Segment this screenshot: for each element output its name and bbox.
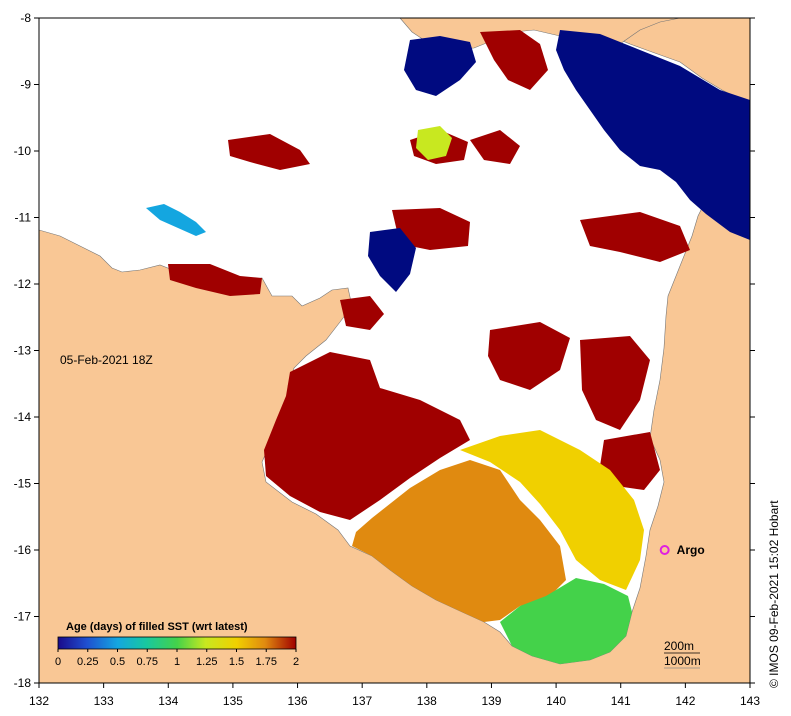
y-tick-label: -18 xyxy=(14,676,32,690)
x-tick-label: 141 xyxy=(611,694,631,708)
depth-200m-label: 200m xyxy=(664,639,694,653)
colorbar-tick-label: 1.75 xyxy=(256,656,277,668)
credit-label: © IMOS 09-Feb-2021 15:02 Hobart xyxy=(767,500,781,688)
x-tick-label: 135 xyxy=(223,694,243,708)
depth-legend: 200m 1000m xyxy=(664,639,701,669)
age-0-regions xyxy=(368,30,750,292)
colorbar-tick-label: 2 xyxy=(293,656,299,668)
y-tick-label: -11 xyxy=(15,211,32,225)
age-yellow-region xyxy=(460,430,644,590)
date-label: 05-Feb-2021 18Z xyxy=(60,353,153,367)
colorbar-tick-label: 0.5 xyxy=(110,656,125,668)
x-tick-label: 134 xyxy=(158,694,178,708)
argo-float-marker[interactable] xyxy=(659,545,670,555)
argo-label: Argo xyxy=(677,543,705,557)
colorbar-ramp xyxy=(57,636,297,650)
colorbar-tick-label: 1.5 xyxy=(229,656,244,668)
y-tick-label: -13 xyxy=(14,344,32,358)
depth-1000m-label: 1000m xyxy=(664,654,701,668)
y-tick-label: -15 xyxy=(14,477,32,491)
colorbar-ticks: 0 0.25 0.5 0.75 1 1.25 1.5 1.75 2 xyxy=(55,649,299,668)
y-tick-label: -16 xyxy=(14,543,32,557)
x-tick-label: 140 xyxy=(546,694,566,708)
colorbar-tick-label: 0 xyxy=(55,656,61,668)
y-tick-label: -14 xyxy=(14,410,32,424)
y-tick-label: -17 xyxy=(14,610,32,624)
y-tick-label: -9 xyxy=(20,78,31,92)
colorbar-tick-label: 0.75 xyxy=(137,656,158,668)
age-orange-region xyxy=(352,460,566,622)
colorbar-tick-label: 1.25 xyxy=(196,656,217,668)
y-axis: -8 -9 -10 -11 -12 -13 -14 -15 -16 -17 -18 xyxy=(14,11,755,690)
y-tick-label: -10 xyxy=(14,144,32,158)
x-tick-label: 133 xyxy=(94,694,114,708)
x-tick-label: 137 xyxy=(352,694,372,708)
colorbar-title: Age (days) of filled SST (wrt latest) xyxy=(66,621,248,633)
x-tick-label: 132 xyxy=(29,694,49,708)
colorbar-tick-label: 0.25 xyxy=(77,656,98,668)
y-tick-label: -12 xyxy=(14,277,32,291)
x-tick-label: 139 xyxy=(481,694,501,708)
age-green-region xyxy=(500,578,632,664)
x-tick-label: 136 xyxy=(288,694,308,708)
y-tick-label: -8 xyxy=(20,11,31,25)
x-axis: 132 133 134 135 136 137 138 139 140 141 142 143 xyxy=(29,683,760,708)
age-lime-patch xyxy=(416,126,452,160)
x-tick-label: 138 xyxy=(417,694,437,708)
age-cyan-patch xyxy=(146,204,206,236)
colorbar-tick-label: 1 xyxy=(174,656,180,668)
x-tick-label: 143 xyxy=(740,694,760,708)
x-tick-label: 142 xyxy=(675,694,695,708)
